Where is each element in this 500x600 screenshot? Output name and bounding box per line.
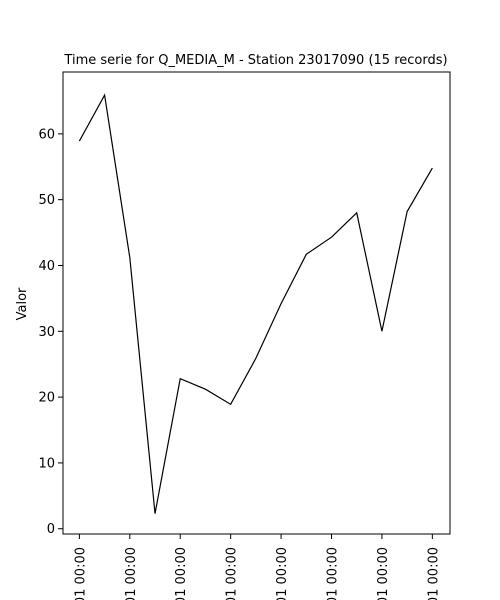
x-tick-label: 01 00:00: [275, 547, 290, 600]
plot-marks: 0 10 20 30 40 50 60 01 00:00 01 00:00 01 00:00 01 …: [38, 93, 441, 600]
x-tick-label: 01 00:00: [426, 547, 441, 600]
series-line: [78, 93, 433, 514]
y-tick-label: 40: [38, 259, 55, 274]
x-tick-label: 01 00:00: [326, 547, 341, 600]
y-tick-label: 10: [38, 456, 55, 471]
y-tick-label: 20: [38, 391, 55, 406]
x-tick-label: 01 00:00: [124, 547, 139, 600]
y-axis-label: Valor: [15, 287, 30, 320]
x-tick-label: 01 00:00: [376, 547, 391, 600]
x-tick-label: 01 00:00: [225, 547, 240, 600]
plot-frame: [62, 71, 451, 535]
y-tick-label: 30: [38, 325, 55, 340]
x-tick-label: 01 00:00: [174, 547, 189, 600]
chart-title: Time serie for Q_MEDIA_M - Station 23017…: [63, 53, 447, 68]
y-tick-label: 50: [38, 193, 55, 208]
x-tick-label: 01 00:00: [73, 547, 88, 600]
y-tick-label: 60: [38, 127, 55, 142]
y-tick-label: 0: [47, 522, 55, 537]
